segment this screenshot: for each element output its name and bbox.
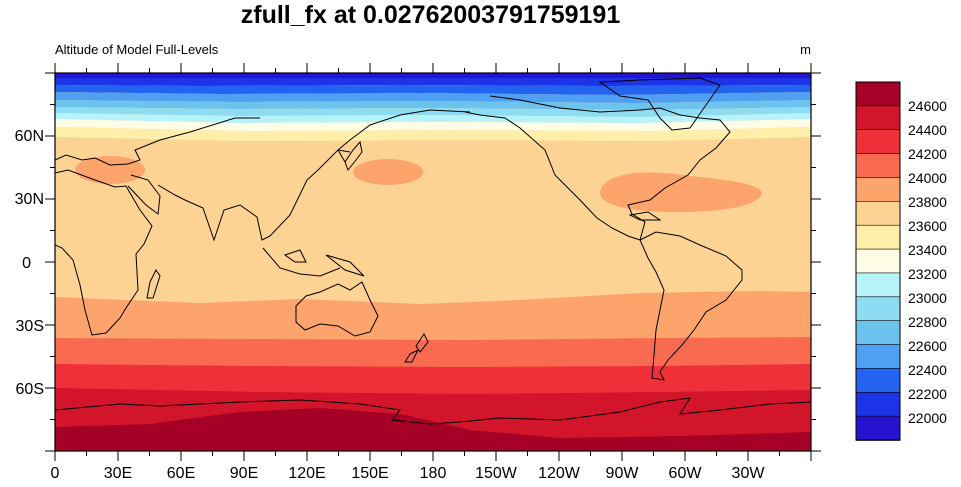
coast-south-asia: [157, 149, 351, 242]
colorbar-box: [855, 248, 901, 274]
lon-tick-30e: 30E: [104, 465, 132, 482]
lon-tick-60e: 60E: [167, 465, 195, 482]
lon-tick-120e: 120E: [288, 465, 325, 482]
coast-greenland: [598, 77, 721, 131]
left-string: Altitude of Model Full-Levels: [55, 42, 219, 57]
colorbar-label-23000: 23000: [908, 290, 947, 306]
lon-tick-30w: 30W: [732, 465, 766, 482]
colorbar-label-24600: 24600: [908, 98, 947, 114]
colorbar-box: [855, 296, 901, 322]
band-22200: [55, 78, 811, 86]
colorbar-label-24000: 24000: [908, 170, 947, 186]
band-23200: [55, 113, 811, 123]
anomaly-mediterranean: [75, 156, 145, 184]
coast-south-america: [639, 231, 743, 381]
band-23600: [55, 127, 811, 141]
band-22000: [55, 73, 811, 78]
band-22600: [55, 92, 811, 103]
contour-field: [55, 73, 811, 451]
lon-tick-120w: 120W: [538, 465, 581, 482]
colorbar-box: [855, 368, 901, 394]
lat-tick-60s: 60S: [16, 381, 44, 398]
colorbar-box: [855, 344, 901, 370]
coast-new-zealand: [404, 333, 429, 363]
continent-outlines: [55, 77, 811, 425]
colorbar-box: [855, 320, 901, 346]
band-22400: [55, 85, 811, 95]
lat-tick-labels: 60N 30N 0 30S 60S: [15, 128, 44, 398]
map-ticks: [45, 63, 821, 461]
coast-australia: [295, 281, 379, 337]
coast-europe: [55, 117, 260, 166]
lon-tick-60w: 60W: [669, 465, 703, 482]
coast-antarctica: [55, 397, 811, 425]
lat-tick-30s: 30S: [16, 318, 44, 335]
colorbar-box: [855, 415, 901, 441]
band-23400: [55, 119, 811, 131]
coast-indonesia: [262, 247, 365, 277]
colorbar-label-24400: 24400: [908, 122, 947, 138]
lat-tick-30n: 30N: [15, 191, 44, 208]
lon-tick-0: 0: [51, 465, 60, 482]
band-22800: [55, 100, 811, 110]
colorbar-box: [855, 81, 901, 107]
coast-madagascar: [146, 269, 161, 299]
colorbar-labels: 24600 24400 24200 24000 23800 23600 2340…: [908, 98, 947, 426]
coast-japan: [344, 140, 363, 171]
lat-tick-60n: 60N: [15, 128, 44, 145]
colorbar-label-22600: 22600: [908, 338, 947, 354]
colorbar-box: [855, 129, 901, 155]
band-23000: [55, 107, 811, 117]
colorbar-box: [855, 224, 901, 250]
colorbar-box: [855, 391, 901, 417]
colorbar-label-23600: 23600: [908, 218, 947, 234]
coast-arabia: [127, 174, 161, 215]
lon-tick-labels: 0 30E 60E 90E 120E 150E 180 150W 120W 90…: [51, 465, 766, 482]
units-label: m: [800, 42, 811, 57]
colorbar-box: [855, 153, 901, 179]
lon-tick-90w: 90W: [606, 465, 640, 482]
colorbar-label-22200: 22200: [908, 386, 947, 402]
colorbar: [855, 81, 901, 441]
colorbar-label-24200: 24200: [908, 146, 947, 162]
colorbar-box: [855, 105, 901, 131]
colorbar-box: [855, 177, 901, 203]
colorbar-label-23800: 23800: [908, 194, 947, 210]
coast-east-asia: [337, 109, 471, 163]
lat-tick-0: 0: [22, 255, 31, 272]
lon-tick-150e: 150E: [351, 465, 388, 482]
colorbar-frame: [855, 81, 901, 441]
colorbar-box: [855, 201, 901, 226]
colorbar-label-23400: 23400: [908, 242, 947, 258]
band-max: [55, 408, 811, 451]
anomaly-northwest-pacific: [353, 159, 423, 185]
colorbar-label-22400: 22400: [908, 362, 947, 378]
colorbar-label-22800: 22800: [908, 314, 947, 330]
coast-cuba: [628, 211, 662, 221]
lon-tick-150w: 150W: [475, 465, 518, 482]
colorbar-label-23200: 23200: [908, 266, 947, 282]
coast-africa: [55, 169, 153, 336]
lon-tick-90e: 90E: [230, 465, 258, 482]
colorbar-box: [855, 272, 901, 298]
lon-tick-180: 180: [420, 465, 447, 482]
colorbar-label-22000: 22000: [908, 410, 947, 426]
plot-title: zfull_fx at 0.02762003791759191: [240, 1, 621, 29]
coast-north-america: [464, 95, 731, 241]
